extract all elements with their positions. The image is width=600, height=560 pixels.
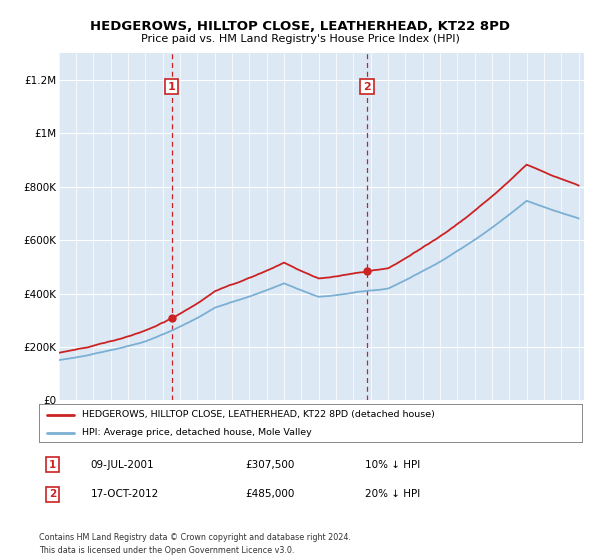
Text: 09-JUL-2001: 09-JUL-2001 (91, 460, 154, 469)
Text: HEDGEROWS, HILLTOP CLOSE, LEATHERHEAD, KT22 8PD: HEDGEROWS, HILLTOP CLOSE, LEATHERHEAD, K… (90, 20, 510, 32)
Text: 2: 2 (363, 82, 371, 92)
Text: 17-OCT-2012: 17-OCT-2012 (91, 489, 159, 500)
Text: 2: 2 (49, 489, 56, 500)
Text: HEDGEROWS, HILLTOP CLOSE, LEATHERHEAD, KT22 8PD (detached house): HEDGEROWS, HILLTOP CLOSE, LEATHERHEAD, K… (82, 410, 436, 419)
Text: 10% ↓ HPI: 10% ↓ HPI (365, 460, 420, 469)
Text: Price paid vs. HM Land Registry's House Price Index (HPI): Price paid vs. HM Land Registry's House … (140, 34, 460, 44)
Text: £307,500: £307,500 (245, 460, 295, 469)
Text: £485,000: £485,000 (245, 489, 295, 500)
Text: HPI: Average price, detached house, Mole Valley: HPI: Average price, detached house, Mole… (82, 428, 312, 437)
Text: Contains HM Land Registry data © Crown copyright and database right 2024.
This d: Contains HM Land Registry data © Crown c… (39, 533, 351, 556)
Text: 1: 1 (49, 460, 56, 469)
Text: 1: 1 (168, 82, 176, 92)
Text: 20% ↓ HPI: 20% ↓ HPI (365, 489, 420, 500)
